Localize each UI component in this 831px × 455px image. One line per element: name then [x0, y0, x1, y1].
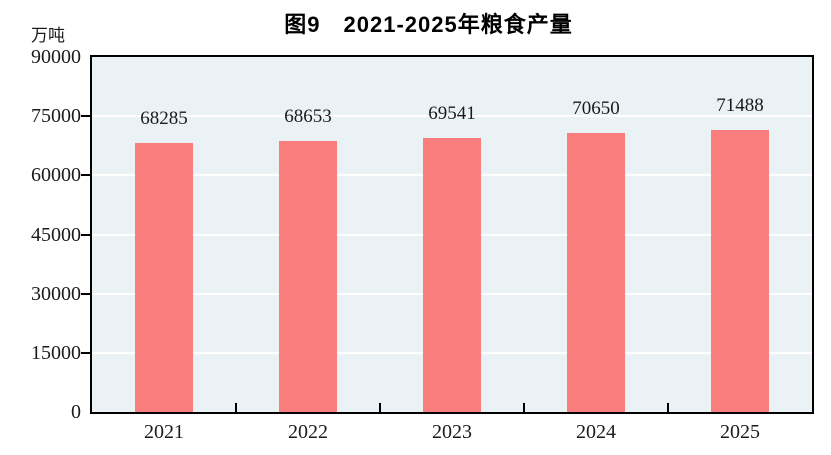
bar-value-label: 68653: [284, 106, 332, 128]
y-tick-label: 15000: [31, 341, 81, 364]
y-tick-label: 90000: [31, 46, 81, 68]
bar-2023: [423, 137, 481, 412]
y-axis-tick: [81, 292, 90, 295]
bar-value-label: 70650: [572, 98, 620, 120]
y-tick-label: 30000: [31, 282, 81, 305]
bar-value-label: 69541: [428, 102, 476, 124]
plot-area: [90, 55, 814, 414]
x-category-label: 2023: [432, 421, 472, 443]
bar-value-label: 71488: [716, 95, 764, 117]
y-tick-label: 45000: [31, 223, 81, 246]
x-category-label: 2021: [144, 421, 184, 443]
x-axis-tick: [523, 403, 525, 412]
x-category-label: 2025: [720, 421, 760, 443]
x-axis-tick: [235, 403, 237, 412]
y-tick-label: 60000: [31, 164, 81, 187]
y-axis-tick: [81, 351, 90, 354]
bar-2021: [135, 142, 193, 412]
x-axis-tick: [379, 403, 381, 412]
x-category-label: 2022: [288, 421, 328, 443]
y-tick-label: 0: [71, 401, 81, 423]
chart-title: 图9 2021-2025年粮食产量: [284, 12, 573, 37]
gridline: [92, 115, 812, 118]
y-axis-tick: [81, 115, 90, 118]
bar-2024: [567, 133, 625, 412]
y-tick-label: 75000: [31, 105, 81, 128]
y-axis-tick: [81, 174, 90, 177]
x-axis-tick: [667, 403, 669, 412]
y-axis-unit-label: 万吨: [31, 26, 65, 45]
bar-2022: [279, 141, 337, 412]
x-category-label: 2024: [576, 421, 616, 443]
y-axis-tick: [81, 233, 90, 236]
bar-value-label: 68285: [140, 107, 188, 129]
bar-2025: [711, 130, 769, 412]
